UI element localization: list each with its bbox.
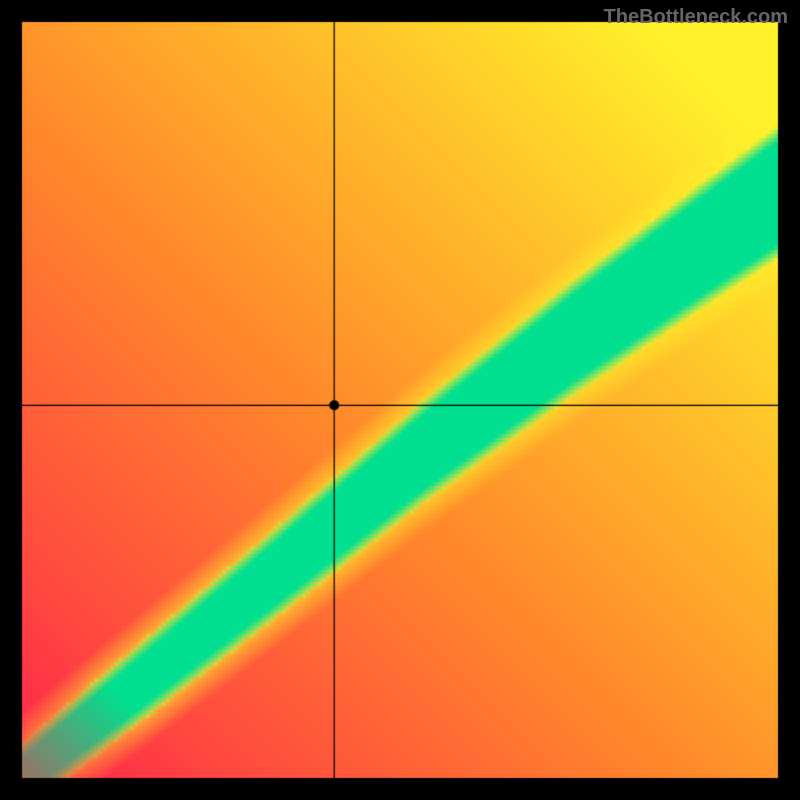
heatmap-canvas (0, 0, 800, 800)
chart-container: TheBottleneck.com (0, 0, 800, 800)
watermark-text: TheBottleneck.com (604, 6, 788, 29)
